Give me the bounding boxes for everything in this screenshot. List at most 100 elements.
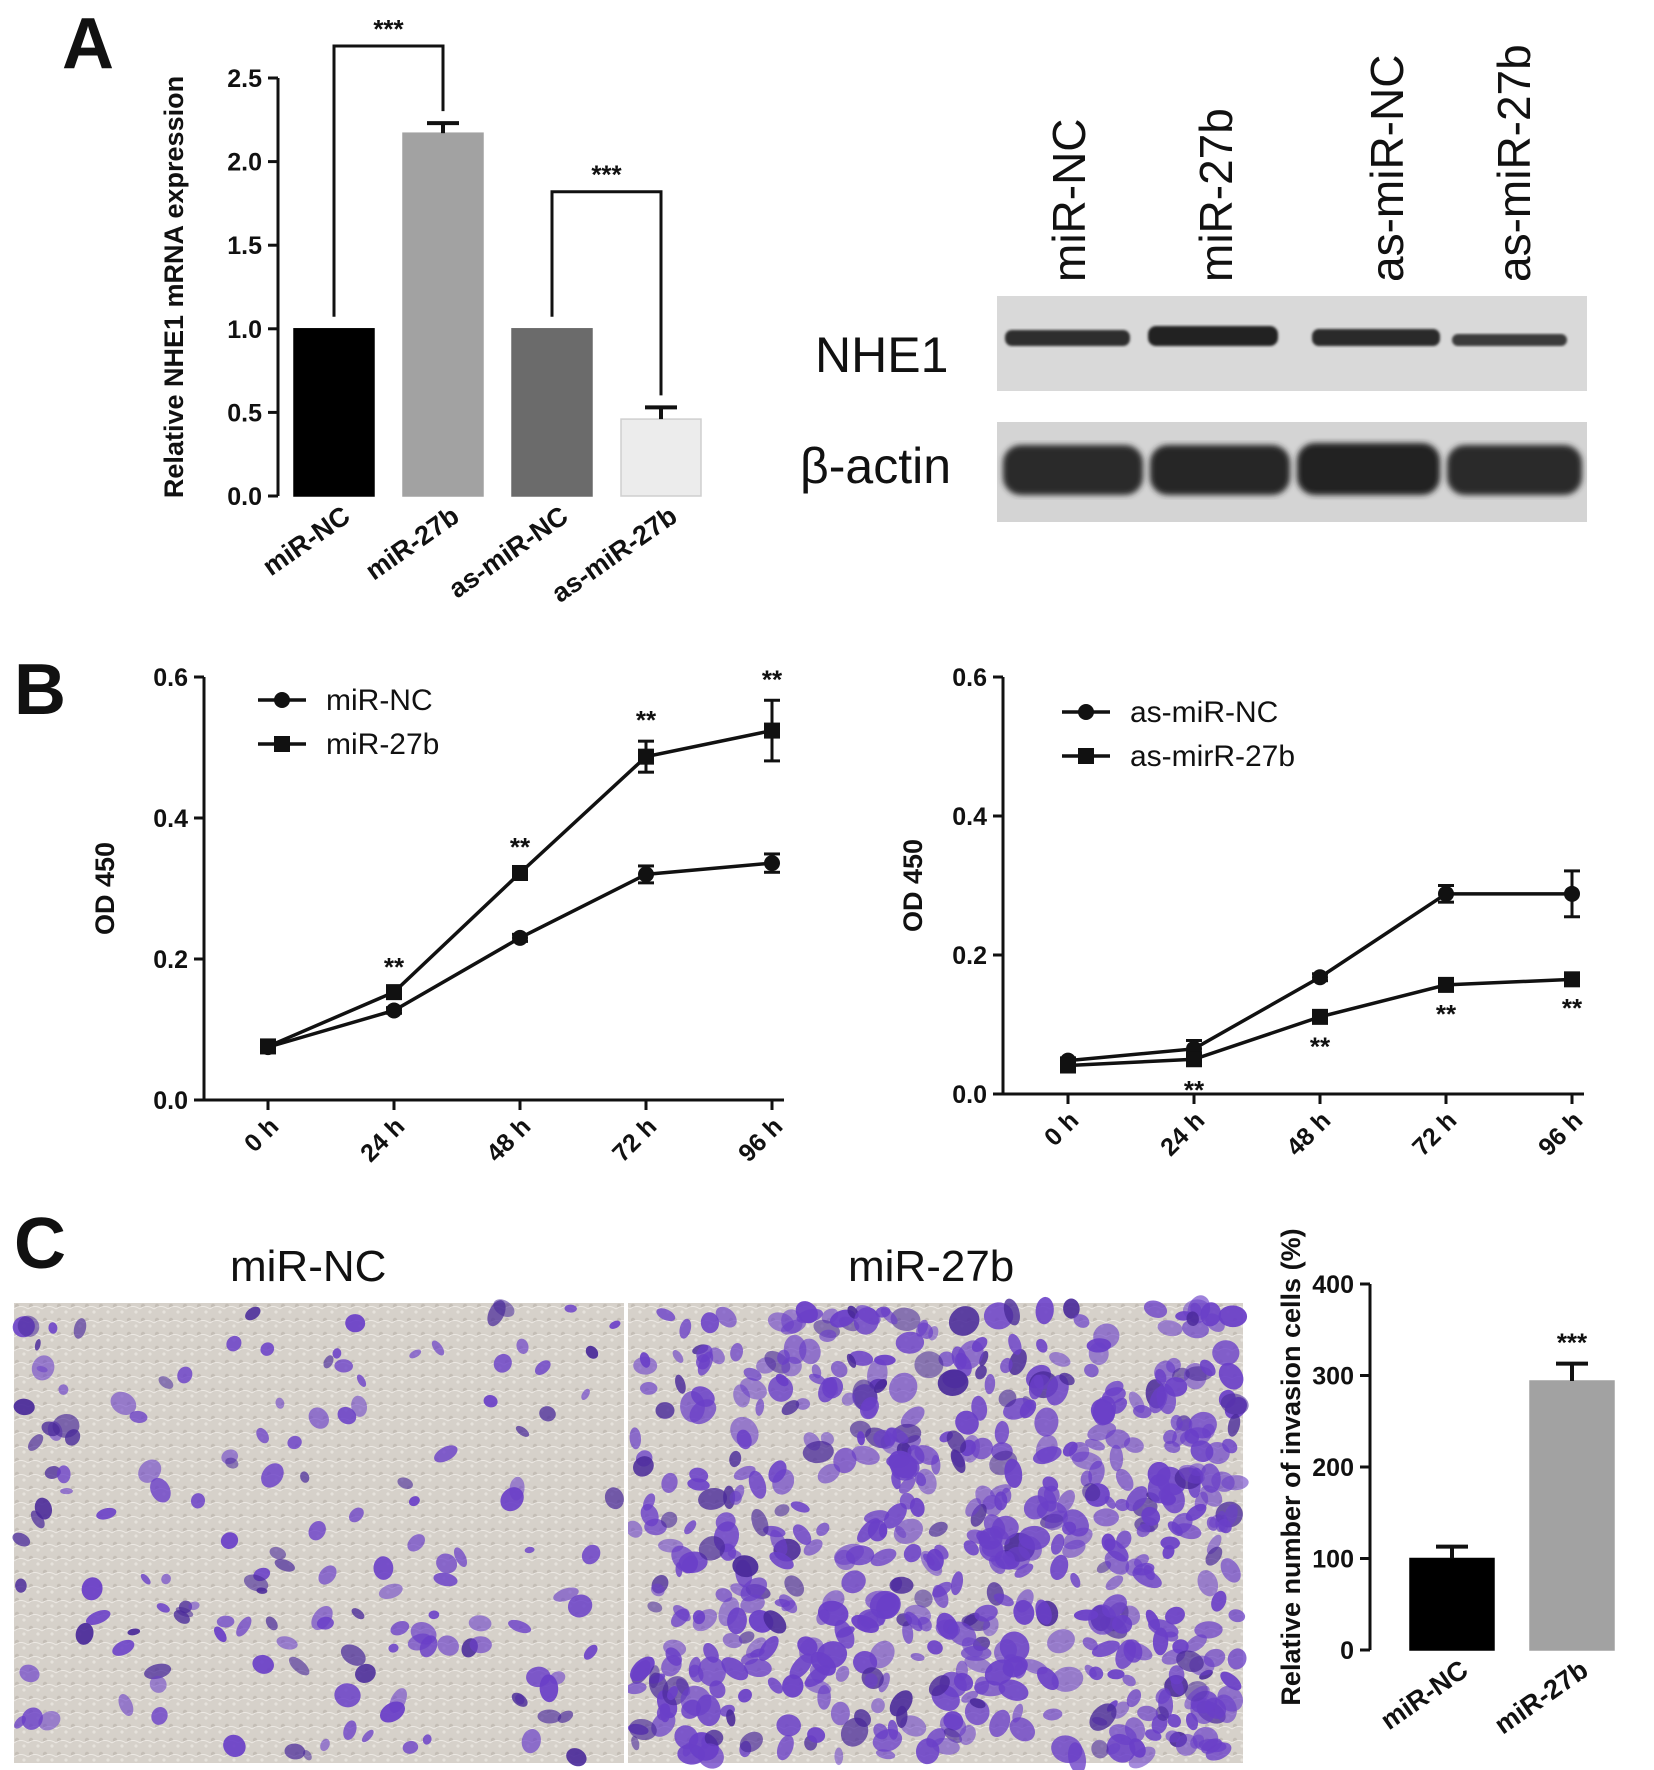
stained-cell: [138, 1459, 162, 1483]
stained-cell: [1155, 1368, 1167, 1385]
stained-cell: [261, 1463, 284, 1488]
stained-cell: [777, 1349, 790, 1365]
stained-cell: [675, 1374, 686, 1394]
stained-cell: [340, 1644, 366, 1666]
stained-cell: [914, 1351, 944, 1379]
stained-cell: [1111, 1397, 1128, 1414]
stained-cell: [865, 1590, 897, 1612]
stained-cell: [149, 1675, 167, 1693]
stained-cell: [984, 1659, 1014, 1686]
stained-cell: [914, 1589, 933, 1608]
stained-cell: [1203, 1648, 1226, 1668]
stained-cell: [1125, 1486, 1148, 1512]
stained-cell: [356, 1374, 367, 1387]
stained-cell: [994, 1420, 1010, 1445]
y-tick-label: 0.4: [153, 805, 188, 833]
panel-letter-b: B: [14, 650, 66, 730]
stained-cell: [1070, 1572, 1081, 1588]
y-tick-label: 200: [1312, 1454, 1354, 1482]
stained-cell: [1035, 1296, 1054, 1325]
stained-cell: [767, 1677, 783, 1694]
legend-marker: [274, 736, 290, 752]
stained-cell: [511, 1692, 528, 1707]
stained-cell: [1091, 1640, 1120, 1658]
stained-cell: [900, 1406, 925, 1428]
stained-cell: [402, 1740, 419, 1754]
stained-cell: [1157, 1320, 1183, 1337]
y-tick-label: 0.0: [227, 483, 262, 511]
stained-cell: [928, 1521, 948, 1537]
data-point: [1060, 1057, 1076, 1074]
stained-cell: [110, 1391, 137, 1415]
stained-cell: [1042, 1476, 1059, 1492]
stained-cell: [755, 1398, 765, 1416]
stained-cell: [437, 1635, 459, 1656]
stained-cell: [1199, 1359, 1216, 1377]
stained-cell: [1184, 1685, 1210, 1710]
stained-cell: [1116, 1530, 1132, 1549]
stained-cell: [871, 1698, 885, 1714]
significance-label: ***: [373, 14, 404, 44]
stained-cell: [1170, 1676, 1184, 1696]
stained-cell: [65, 1429, 81, 1446]
stained-cell: [883, 1502, 907, 1529]
stained-cell: [950, 1571, 964, 1596]
stained-cell: [807, 1727, 826, 1743]
stained-cell: [857, 1431, 865, 1446]
stained-cell: [696, 1354, 710, 1370]
stained-cell: [1162, 1544, 1175, 1560]
stained-cell: [567, 1594, 593, 1618]
stained-cell: [781, 1400, 800, 1416]
stained-cell: [1128, 1746, 1156, 1769]
x-tick-label: 48 h: [481, 1112, 536, 1167]
stained-cell: [660, 1511, 678, 1528]
stained-cell: [629, 1427, 642, 1450]
y-axis-label: Relative number of invasion cells (%): [1276, 1228, 1306, 1705]
x-tick-label: 24 h: [355, 1112, 410, 1167]
y-tick-label: 300: [1312, 1363, 1354, 1391]
stained-cell: [483, 1394, 498, 1408]
stained-cell: [1008, 1333, 1022, 1355]
stained-cell: [308, 1521, 326, 1541]
stained-cell: [1122, 1674, 1136, 1687]
stained-cell: [1212, 1340, 1240, 1366]
stained-cell: [1213, 1694, 1237, 1723]
stained-cell: [1224, 1503, 1238, 1527]
stained-cell: [889, 1690, 913, 1717]
stained-cell: [493, 1299, 515, 1317]
y-tick-label: 0.5: [227, 399, 262, 427]
stained-cells-mir-nc: [12, 1299, 624, 1767]
stained-cell: [775, 1373, 789, 1387]
stained-cell: [1089, 1703, 1117, 1731]
stained-cell: [830, 1360, 848, 1378]
stained-cell: [1205, 1441, 1230, 1465]
stained-cell: [889, 1372, 918, 1403]
data-point: [1186, 1051, 1202, 1068]
stained-cell: [223, 1734, 246, 1758]
y-tick-label: 1.0: [227, 316, 262, 344]
legend-label: miR-NC: [326, 684, 433, 717]
stained-cell: [696, 1694, 721, 1727]
stained-cell: [633, 1456, 654, 1477]
stained-cell: [1136, 1523, 1151, 1538]
significance-label: **: [1436, 999, 1457, 1029]
stained-cell: [549, 1671, 566, 1685]
x-tick-label: 96 h: [1533, 1106, 1588, 1161]
stained-cell: [974, 1604, 998, 1622]
stained-cell: [1205, 1742, 1232, 1761]
stained-cell: [1104, 1495, 1116, 1509]
stained-cell: [770, 1529, 788, 1556]
stained-cell: [722, 1633, 743, 1649]
panel-letter-c: C: [14, 1204, 66, 1284]
stained-cell: [684, 1520, 697, 1535]
stained-cell: [581, 1544, 601, 1565]
stained-cell: [1092, 1395, 1116, 1426]
stained-cell: [1205, 1546, 1223, 1566]
stained-cell: [781, 1599, 796, 1612]
significance-label: **: [1562, 993, 1583, 1023]
stained-cell: [1093, 1508, 1119, 1527]
stained-cell: [743, 1367, 762, 1381]
stained-cell: [566, 1748, 587, 1767]
x-tick-label: miR-27b: [1489, 1654, 1593, 1740]
series-line: [267, 728, 773, 1049]
